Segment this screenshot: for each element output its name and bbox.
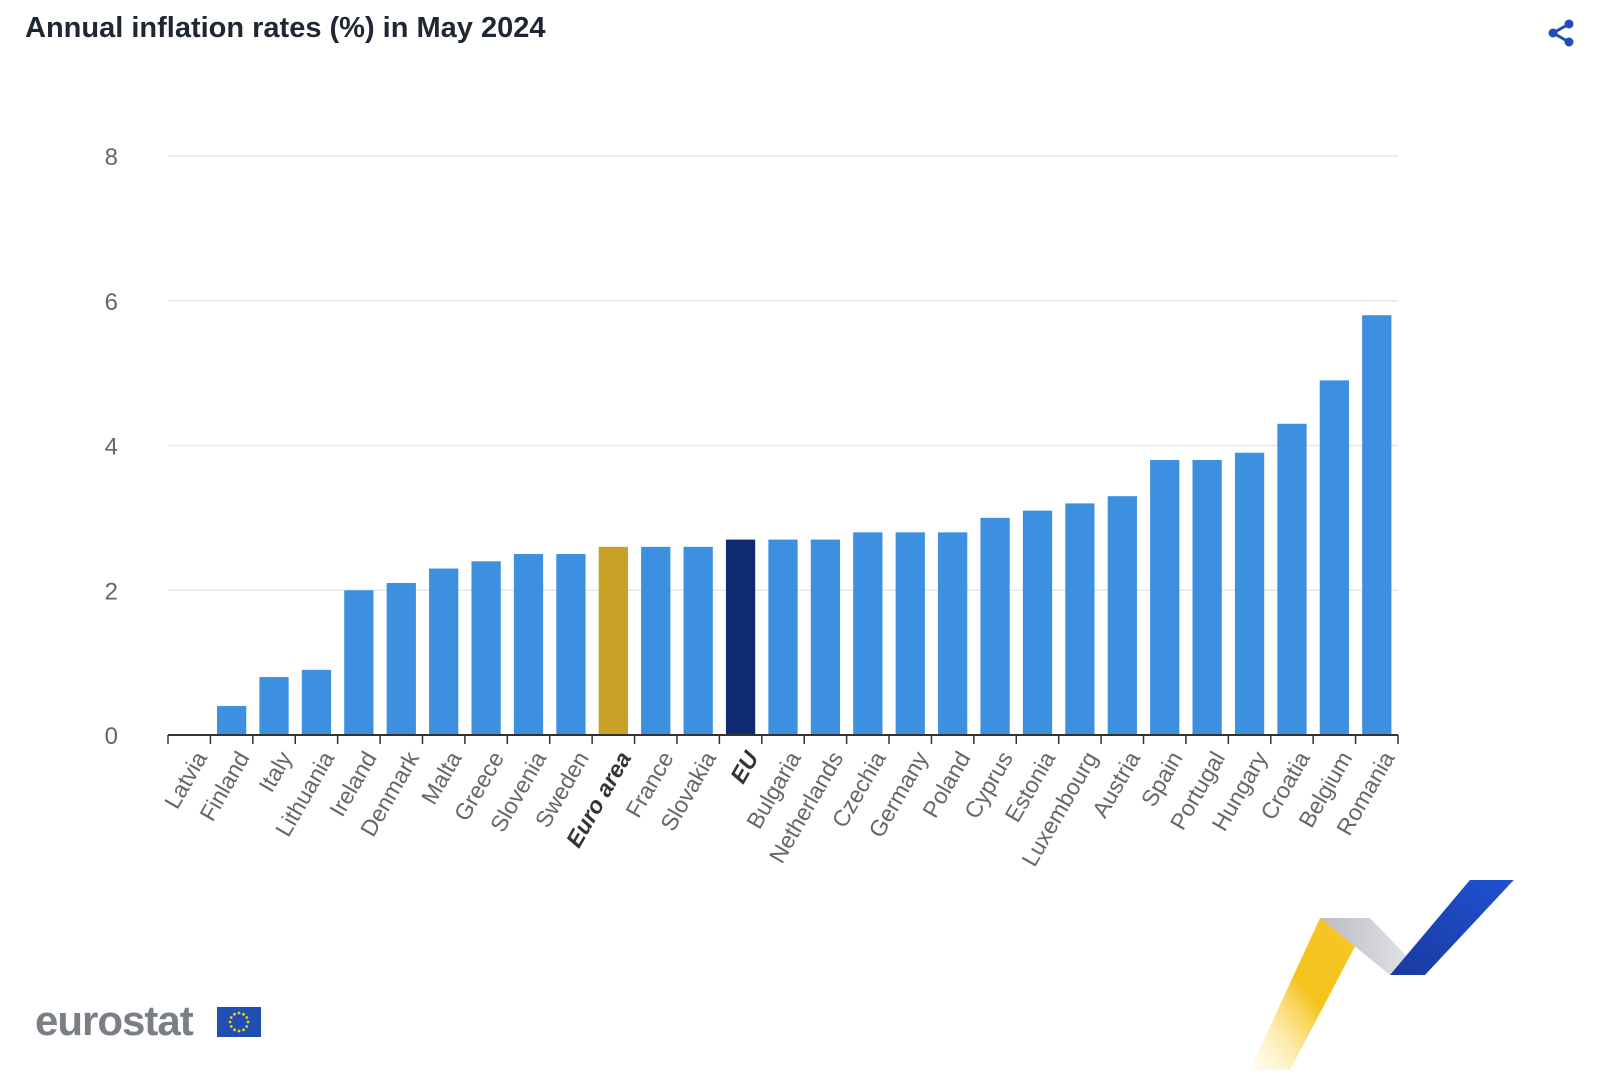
bar [768, 539, 798, 735]
bar [216, 706, 247, 735]
bar [810, 539, 841, 735]
logo-text: eurostat [35, 997, 194, 1044]
x-tick-label: EU [725, 746, 764, 788]
y-tick-label: 8 [105, 144, 118, 171]
bar [1277, 423, 1307, 735]
bar [1192, 459, 1222, 735]
eurostat-ribbon-icon [1250, 880, 1514, 1070]
bar [344, 590, 374, 735]
bar [1022, 510, 1053, 735]
bar [1150, 459, 1180, 735]
bar [1107, 496, 1137, 735]
share-icon[interactable] [1544, 16, 1578, 50]
bar [980, 517, 1010, 735]
bar [429, 568, 459, 735]
eu-flag-icon [217, 1007, 261, 1037]
bar [641, 546, 671, 735]
y-tick-label: 6 [105, 289, 118, 316]
chart-title: Annual inflation rates (%) in May 2024 [25, 12, 546, 44]
bar [1362, 315, 1392, 735]
bar-chart: 02468LatviaFinlandItalyLithuaniaIrelandD… [105, 144, 1400, 871]
bar [259, 677, 289, 735]
x-tick-label: Italy [253, 746, 297, 796]
bar [1319, 380, 1350, 735]
y-tick-label: 4 [105, 434, 118, 461]
bar [386, 583, 416, 735]
y-tick-label: 0 [105, 723, 118, 750]
bar [556, 554, 586, 735]
bar [471, 561, 501, 735]
bar [938, 532, 968, 735]
bar [853, 532, 883, 735]
bar [895, 532, 925, 735]
bar [725, 539, 756, 735]
bar [1234, 452, 1265, 735]
bar [598, 546, 628, 735]
bar [683, 546, 713, 735]
bar [513, 554, 544, 735]
bar [301, 669, 332, 735]
y-tick-label: 2 [105, 578, 118, 605]
bar [1065, 503, 1095, 735]
